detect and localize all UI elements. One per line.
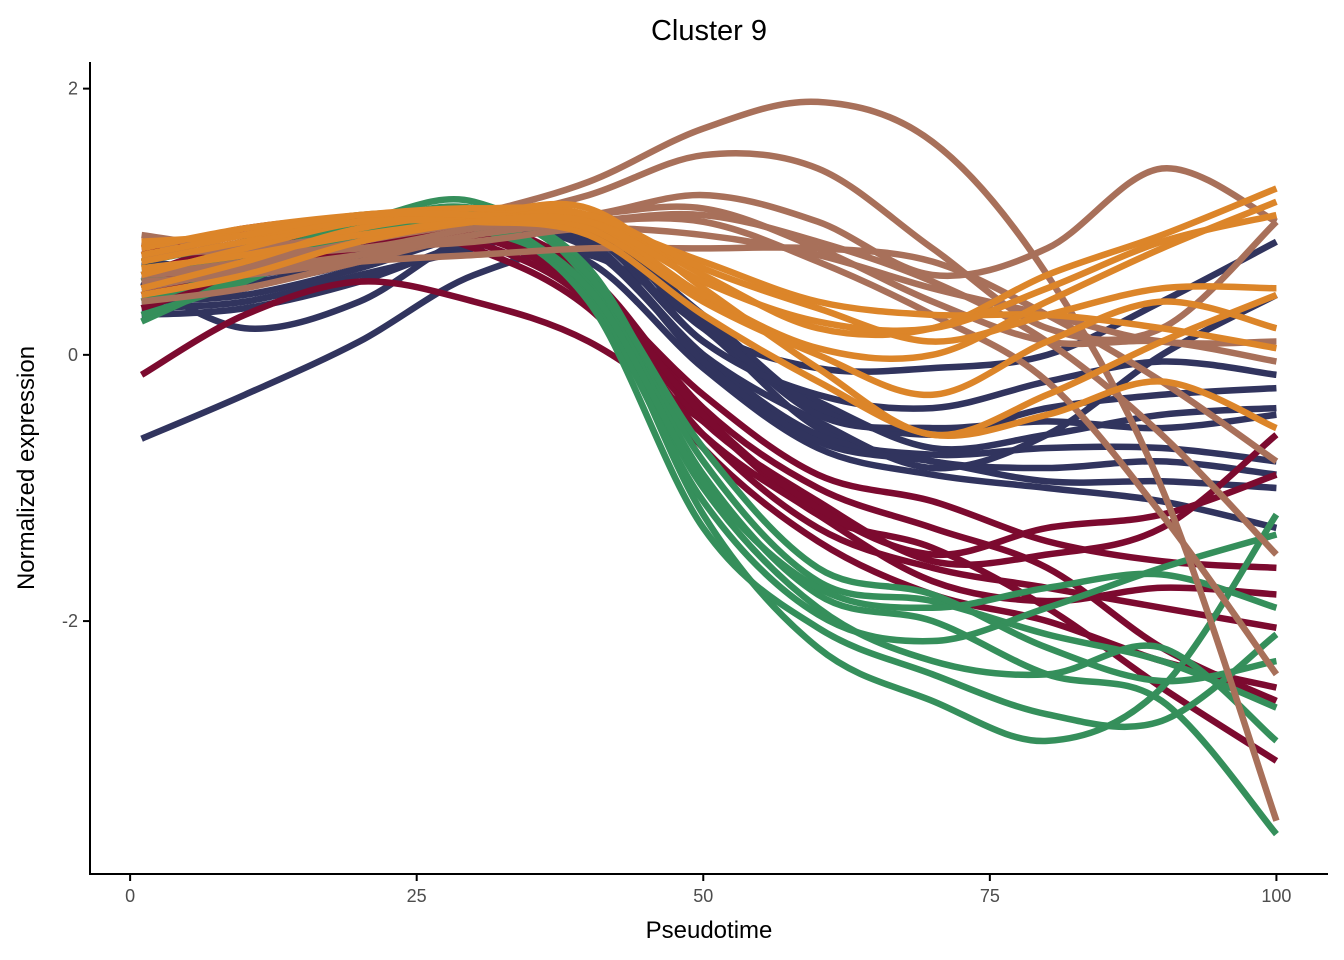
y-ticks-group: 2 0 -2 <box>62 79 90 631</box>
x-tick-label: 75 <box>980 886 1000 906</box>
series-line-blue-9 <box>141 218 1277 412</box>
x-tick-label: 50 <box>693 886 713 906</box>
series-line-orange-6 <box>140 208 1277 345</box>
curves-group <box>139 98 1280 837</box>
x-axis-label: Pseudotime <box>646 917 773 944</box>
x-tick-label: 25 <box>407 886 427 906</box>
y-axis-label: Normalized expression <box>13 346 40 590</box>
series-line-brown-7 <box>141 210 1279 557</box>
y-tick-label: 0 <box>68 345 78 365</box>
x-tick-label: 100 <box>1261 886 1291 906</box>
series-line-orange-8 <box>141 211 1278 334</box>
y-tick-label: 2 <box>68 79 78 99</box>
y-tick-label: -2 <box>62 611 78 631</box>
series-line-orange-7 <box>140 209 1278 399</box>
series-line-brown-8 <box>141 244 1279 465</box>
x-ticks-group: 0 25 50 75 100 <box>125 874 1291 906</box>
series-line-orange-5 <box>141 216 1278 439</box>
series-line-orange-4 <box>140 198 1278 363</box>
chart-title: Cluster 9 <box>651 15 767 47</box>
series-line-blue-8 <box>141 224 1277 432</box>
x-tick-label: 0 <box>125 886 135 906</box>
